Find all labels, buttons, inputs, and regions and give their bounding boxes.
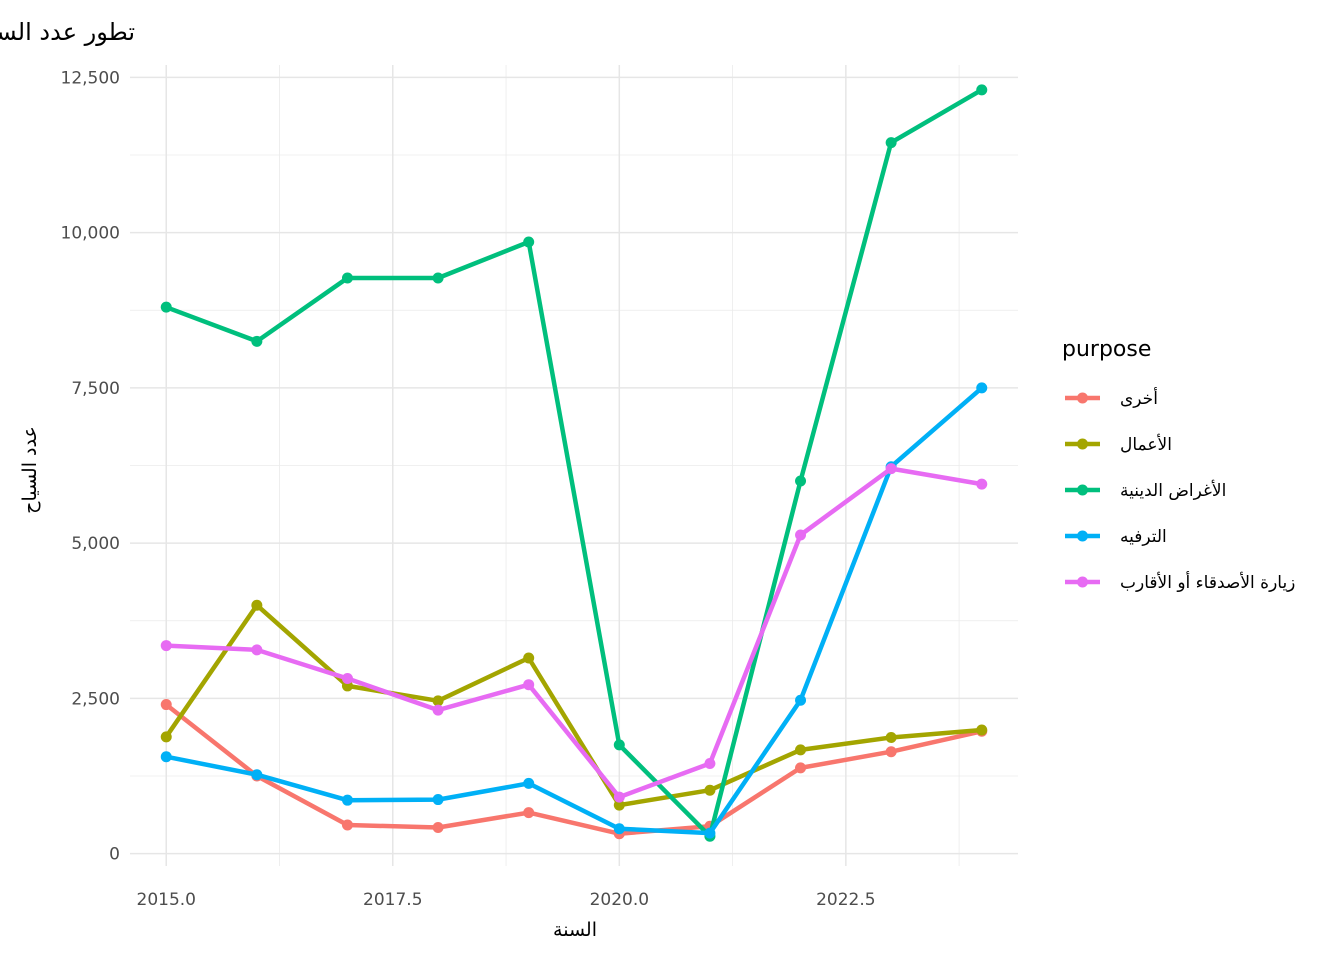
- legend-label: زيارة الأصدقاء أو الأقارب: [1120, 571, 1295, 593]
- legend: purpose أخرى الأعمال الأغراض الدينية الترفي…: [1062, 337, 1295, 593]
- data-point: [795, 694, 807, 706]
- x-tick-label: 2020.0: [590, 890, 649, 910]
- grid: [130, 65, 1018, 866]
- series-0: [160, 699, 988, 840]
- tick-labels: 0 2,500 5,000 7,500 10,000 12,500 2015.0 2017.5…: [61, 68, 876, 910]
- data-point: [341, 819, 353, 831]
- data-point: [432, 272, 444, 284]
- data-point: [885, 137, 897, 149]
- data-point: [432, 822, 444, 834]
- data-point: [251, 599, 263, 611]
- data-point: [704, 827, 716, 839]
- data-point: [432, 695, 444, 707]
- data-point: [976, 382, 988, 394]
- data-point: [795, 762, 807, 774]
- data-point: [251, 335, 263, 347]
- data-point: [885, 731, 897, 743]
- data-point: [704, 758, 716, 770]
- x-axis-title: السنة: [553, 919, 597, 941]
- legend-title: purpose: [1062, 337, 1151, 362]
- legend-item: الأعمال: [1065, 434, 1172, 455]
- data-point: [432, 794, 444, 806]
- series-2: [160, 84, 988, 842]
- legend-key-point: [1077, 392, 1088, 404]
- chart-title: تطور عدد السياح حسب الغرض: [0, 18, 135, 46]
- series-layer: [160, 84, 988, 842]
- data-point: [704, 784, 716, 796]
- legend-key-point: [1077, 576, 1088, 588]
- data-point: [795, 744, 807, 756]
- data-point: [432, 704, 444, 716]
- data-point: [523, 777, 535, 789]
- x-tick-label: 2017.5: [363, 890, 422, 910]
- series-line: [163, 602, 985, 808]
- data-point: [523, 652, 535, 664]
- data-point: [160, 301, 172, 313]
- data-point: [341, 672, 353, 684]
- data-point: [613, 791, 625, 803]
- x-tick-label: 2015.0: [137, 890, 196, 910]
- legend-item: زيارة الأصدقاء أو الأقارب: [1065, 571, 1295, 593]
- data-point: [523, 807, 535, 819]
- y-axis-title: عدد السياح: [19, 426, 41, 514]
- data-point: [523, 679, 535, 691]
- data-point: [613, 823, 625, 835]
- data-point: [976, 478, 988, 490]
- y-tick-label: 7,500: [71, 379, 120, 399]
- data-point: [613, 799, 625, 811]
- data-point: [160, 640, 172, 652]
- legend-item: الأغراض الدينية: [1065, 480, 1226, 501]
- series-1: [160, 599, 988, 811]
- data-point: [795, 475, 807, 487]
- data-point: [795, 529, 807, 541]
- series-line: [163, 87, 985, 839]
- legend-label: الأغراض الدينية: [1120, 480, 1226, 501]
- data-point: [251, 769, 263, 781]
- legend-key-point: [1077, 530, 1088, 542]
- x-tick-label: 2022.5: [816, 890, 875, 910]
- y-tick-label: 2,500: [71, 689, 120, 709]
- legend-item: أخرى: [1065, 387, 1158, 409]
- data-point: [976, 84, 988, 96]
- y-tick-label: 10,000: [61, 224, 120, 244]
- legend-label: أخرى: [1120, 387, 1158, 409]
- data-point: [523, 236, 535, 248]
- legend-label: الترفيه: [1120, 527, 1167, 547]
- data-point: [160, 699, 172, 711]
- y-tick-label: 12,500: [61, 68, 120, 88]
- data-point: [160, 731, 172, 743]
- data-point: [341, 272, 353, 284]
- series-4: [160, 463, 988, 803]
- legend-label: الأعمال: [1120, 434, 1172, 455]
- data-point: [160, 751, 172, 763]
- data-point: [885, 463, 897, 475]
- legend-key-point: [1077, 438, 1088, 450]
- legend-item: الترفيه: [1065, 527, 1167, 547]
- y-tick-label: 5,000: [71, 534, 120, 554]
- y-tick-label: 0: [109, 845, 120, 865]
- series-line: [163, 702, 985, 836]
- data-point: [341, 794, 353, 806]
- series-3: [160, 382, 988, 839]
- series-line: [163, 466, 985, 800]
- data-point: [885, 746, 897, 758]
- data-point: [613, 739, 625, 751]
- data-point: [976, 724, 988, 736]
- series-line: [163, 385, 985, 836]
- legend-key-point: [1077, 484, 1088, 496]
- data-point: [251, 644, 263, 656]
